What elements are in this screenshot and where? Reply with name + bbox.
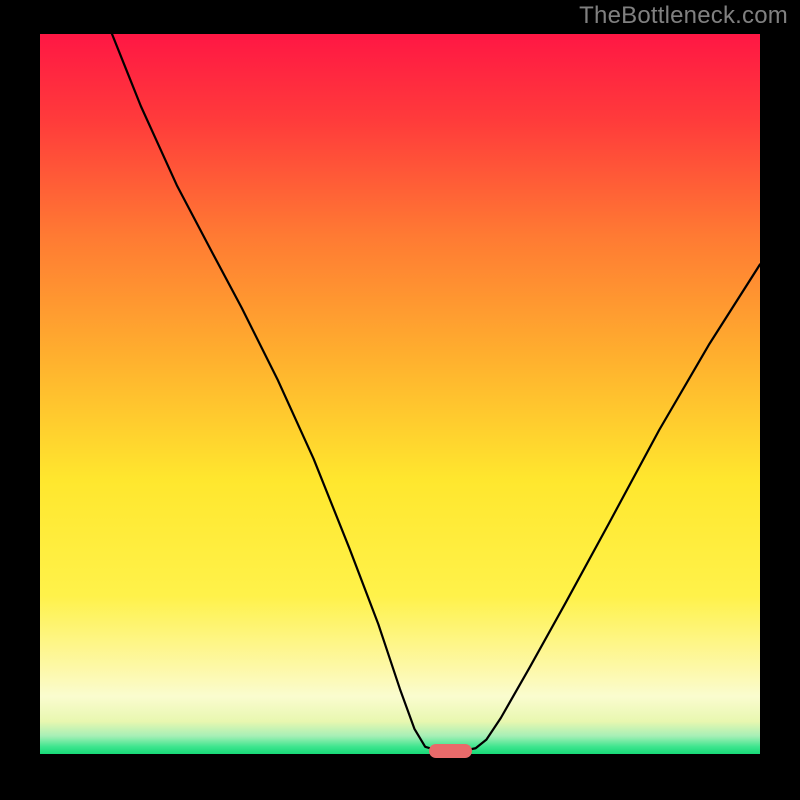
watermark-text: TheBottleneck.com — [579, 2, 788, 30]
plot-area — [40, 34, 760, 754]
gradient-rect — [40, 34, 760, 754]
optimal-marker — [429, 744, 472, 758]
chart-svg — [40, 34, 760, 754]
chart-frame: TheBottleneck.com — [0, 0, 800, 800]
